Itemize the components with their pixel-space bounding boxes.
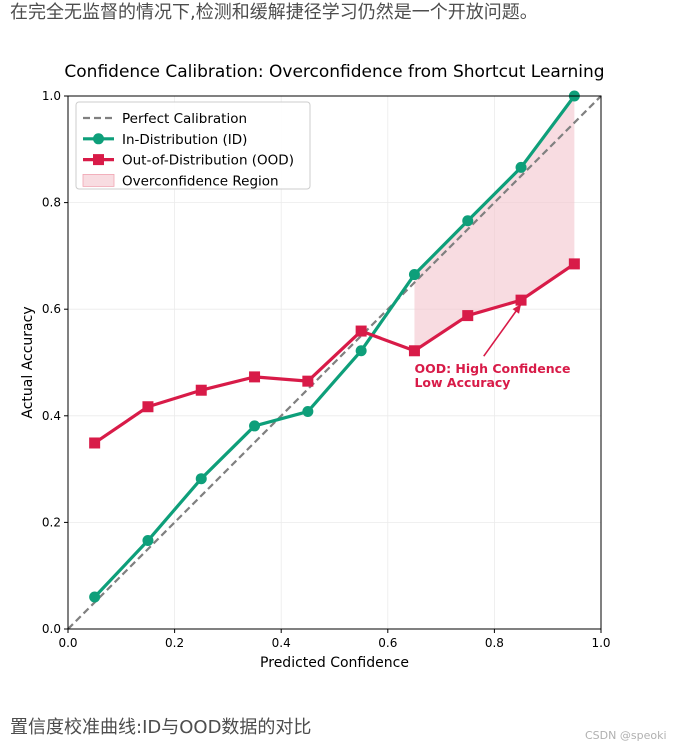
annotation-arrowhead [512,304,522,314]
ood-point-0 [89,437,101,449]
ood-point-6 [408,345,420,357]
x-tick-label-3: 0.6 [378,636,397,650]
legend-id-marker [93,133,104,145]
ood-point-1 [142,401,154,413]
id-series-line [93,95,576,599]
series-layer [89,90,580,603]
y-tick-label-5: 1.0 [42,89,61,103]
ood-series-line [93,262,576,445]
y-tick-label-1: 0.2 [42,515,61,529]
y-axis-label: Actual Accuracy [20,306,36,418]
ood-point-5 [355,325,367,337]
legend-ood-label: Out-of-Distribution (OOD) [122,153,294,169]
legend-id-label: In-Distribution (ID) [122,132,247,148]
x-tick-label-5: 1.0 [591,636,610,650]
ood-point-7 [462,310,474,322]
y-tick-label-4: 0.8 [42,196,61,210]
ood-annotation: OOD: High Confidence Low Accuracy [414,303,571,390]
x-tick-label-1: 0.2 [165,636,184,650]
annotation-arrow [483,303,522,357]
id-point-8 [515,161,527,173]
y-tick-label-2: 0.4 [42,409,61,423]
x-axis-label: Predicted Confidence [260,655,409,671]
annotation-text-line-2: Low Accuracy [414,375,510,390]
figure-caption: 置信度校准曲线:ID与OOD数据的对比 [10,717,312,738]
calibration-chart: 0.0 0.2 0.4 0.6 0.8 1.0 0.0 0.2 0.4 0.6 0.8 1.0 Con… [20,62,611,671]
chart-title: Confidence Calibration: Overconfidence f… [64,62,604,82]
y-tick-label-3: 0.6 [42,302,61,316]
x-tick-label-4: 0.8 [485,636,504,650]
legend-ood-marker [93,154,104,166]
ood-point-3 [249,371,261,383]
id-point-3 [249,420,261,432]
id-point-2 [195,473,207,485]
legend-perfect-label: Perfect Calibration [122,111,247,127]
plot-frame [67,95,602,630]
axis-ticks: 0.0 0.2 0.4 0.6 0.8 1.0 0.0 0.2 0.4 0.6 0.8 1.0 [42,89,611,650]
ood-point-4 [302,375,314,387]
legend-region-swatch [82,174,115,187]
intro-paragraph: 在完全无监督的情况下,检测和缓解捷径学习仍然是一个开放问题。 [10,2,538,23]
id-point-5 [355,345,367,357]
legend-region-label: Overconfidence Region [122,173,279,189]
watermark: CSDN @speoki [585,729,667,742]
id-point-7 [462,215,474,227]
ood-point-9 [568,258,580,270]
overconfidence-region [414,96,575,351]
x-tick-label-0: 0.0 [58,636,77,650]
annotation-text-line-1: OOD: High Confidence [414,361,570,376]
id-point-1 [142,535,154,547]
id-point-0 [89,591,101,603]
legend-box [75,101,311,190]
id-point-4 [302,406,314,418]
x-tick-label-2: 0.4 [272,636,291,650]
ood-point-2 [195,384,207,396]
y-tick-label-0: 0.0 [42,622,61,636]
chart-legend: Perfect Calibration In-Distribution (ID)… [75,101,311,190]
perfect-calibration-line [67,95,602,630]
id-point-6 [408,269,420,281]
ood-point-8 [515,294,527,306]
